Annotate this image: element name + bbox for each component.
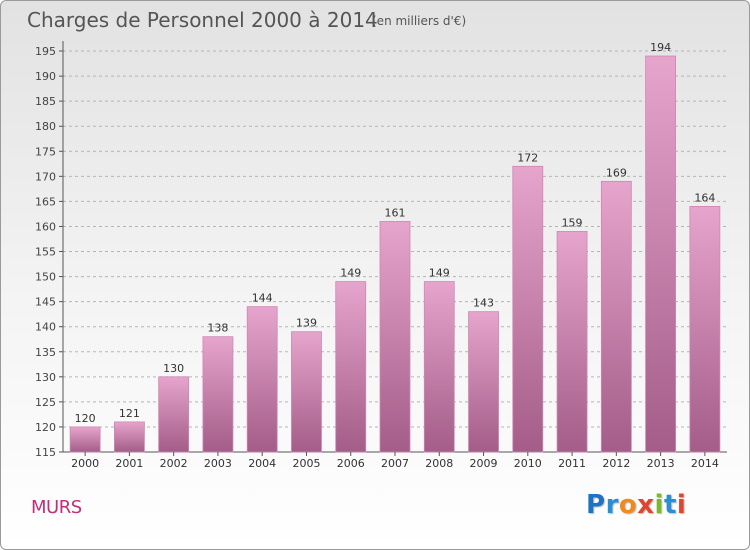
logo-letter: i [654,490,664,520]
x-tick-label: 2010 [514,457,542,470]
logo-letter: o [618,490,638,520]
y-tick-label: 150 [35,271,56,284]
logo-letter: i [676,490,687,520]
y-tick-label: 160 [35,220,56,233]
bar [600,180,632,453]
x-tick-label: 2001 [115,457,143,470]
data-label: 159 [562,216,583,229]
bar [512,165,544,453]
y-tick-label: 125 [35,396,56,409]
logo-letter: r [605,490,619,520]
data-label: 144 [252,292,273,305]
data-label: 169 [606,166,627,179]
x-tick-label: 2002 [160,457,188,470]
y-tick-label: 195 [35,45,56,58]
x-tick-label: 2012 [602,457,630,470]
data-label: 164 [694,191,715,204]
y-tick-label: 140 [35,321,56,334]
y-tick-label: 165 [35,195,56,208]
bar [689,206,721,453]
x-tick-label: 2004 [248,457,276,470]
data-label: 120 [75,412,96,425]
y-tick-label: 170 [35,170,56,183]
bar [158,376,190,453]
bar [246,306,278,453]
bar [423,281,455,453]
data-label: 194 [650,41,671,54]
chart-subtitle: (en milliers d'€) [372,14,467,28]
y-tick-label: 180 [35,120,56,133]
y-tick-label: 185 [35,95,56,108]
x-tick-label: 2014 [691,457,719,470]
x-tick-label: 2003 [204,457,232,470]
bar [645,55,676,453]
x-tick-label: 2011 [558,457,586,470]
data-label: 138 [207,322,228,335]
y-tick-label: 135 [35,346,56,359]
x-tick-label: 2013 [647,457,675,470]
data-label: 139 [296,317,317,330]
bar [556,231,588,453]
y-tick-label: 115 [35,446,56,459]
x-tick-label: 2005 [292,457,320,470]
proxiti-logo: Proxiti [586,490,686,520]
logo-letter: t [663,490,677,520]
y-tick-label: 190 [35,70,56,83]
bar [379,221,411,453]
data-label: 143 [473,297,494,310]
x-tick-label: 2000 [71,457,99,470]
y-tick-label: 120 [35,421,56,434]
bar [335,281,367,453]
chart-title: Charges de Personnel 2000 à 2014 [27,8,378,32]
y-tick-label: 175 [35,145,56,158]
data-label: 149 [340,267,361,280]
logo-letter: P [586,490,606,520]
y-tick-label: 155 [35,246,56,259]
x-tick-label: 2009 [470,457,498,470]
x-tick-label: 2007 [381,457,409,470]
bar [114,421,145,453]
commune-name: MURS [31,497,82,518]
data-label: 149 [429,267,450,280]
y-tick-label: 130 [35,371,56,384]
bar [202,336,234,453]
bar [468,311,499,453]
logo-letter: x [637,490,655,520]
x-tick-label: 2006 [337,457,365,470]
data-label: 121 [119,407,140,420]
x-tick-label: 2008 [425,457,453,470]
bar [69,426,101,453]
data-label: 161 [385,206,406,219]
data-label: 130 [163,362,184,375]
bar [291,331,322,453]
y-tick-label: 145 [35,296,56,309]
data-label: 172 [517,151,538,164]
